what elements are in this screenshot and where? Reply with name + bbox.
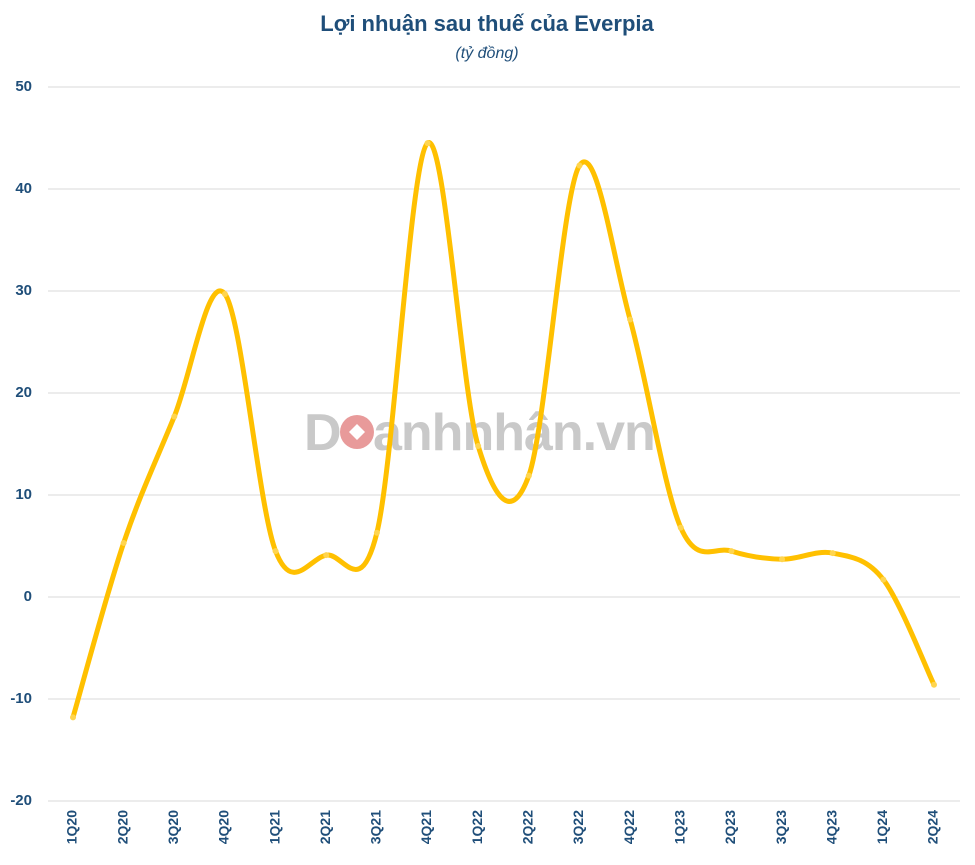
x-tick-label: 1Q21 <box>266 810 282 844</box>
x-tick-label: 2Q23 <box>722 810 738 844</box>
watermark-text-left: D <box>304 404 341 462</box>
data-point <box>373 529 380 536</box>
y-tick-label: -10 <box>10 690 32 707</box>
data-point <box>627 316 634 323</box>
data-point <box>272 548 279 555</box>
data-point <box>728 548 735 555</box>
data-point <box>323 552 330 559</box>
x-tick-label: 2Q20 <box>114 810 130 844</box>
x-tick-label: 4Q21 <box>418 810 434 844</box>
chart-subtitle: (tỷ đồng) <box>455 45 518 62</box>
x-tick-label: 1Q23 <box>671 810 687 844</box>
x-tick-label: 1Q22 <box>469 810 485 844</box>
data-point <box>779 556 786 563</box>
x-tick-label: 2Q21 <box>317 810 333 844</box>
y-tick-label: 20 <box>15 384 32 401</box>
data-point <box>171 413 178 420</box>
x-tick-label: 3Q23 <box>773 810 789 844</box>
data-point <box>829 550 836 557</box>
x-tick-label: 3Q20 <box>165 810 181 844</box>
data-point <box>120 539 127 546</box>
x-tick-label: 3Q21 <box>368 810 384 844</box>
x-axis: 1Q20 2Q20 3Q20 4Q20 1Q21 2Q21 3Q21 4Q21 1Q22 2Q22… <box>64 810 941 844</box>
data-point <box>70 714 76 721</box>
x-tick-label: 4Q20 <box>216 810 232 844</box>
y-tick-label: 30 <box>15 282 32 299</box>
y-tick-label: 50 <box>15 78 32 95</box>
watermark-diamond <box>349 424 365 440</box>
y-tick-label: 40 <box>15 180 32 197</box>
y-tick-label: -20 <box>10 792 32 809</box>
data-point <box>424 140 431 147</box>
watermark-text-right: anhnhân.vn <box>373 404 655 462</box>
watermark-logo: D anhnhân.vn <box>304 404 656 462</box>
y-tick-label: 10 <box>15 486 32 503</box>
x-tick-label: 3Q22 <box>570 810 586 844</box>
data-point <box>931 681 937 688</box>
x-tick-label: 1Q24 <box>874 810 890 844</box>
x-tick-label: 1Q20 <box>64 810 80 844</box>
y-tick-label: 0 <box>24 588 32 605</box>
x-tick-label: 4Q22 <box>621 810 637 844</box>
chart-title: Lợi nhuận sau thuế của Everpia <box>320 11 654 36</box>
data-point <box>576 162 583 169</box>
gridlines <box>48 86 960 802</box>
data-point <box>525 472 532 479</box>
data-point <box>880 576 887 583</box>
data-markers <box>70 140 937 721</box>
x-tick-label: 4Q23 <box>823 810 839 844</box>
x-tick-label: 2Q22 <box>520 810 536 844</box>
x-tick-label: 2Q24 <box>925 810 941 844</box>
data-point <box>677 524 684 531</box>
y-axis: 50 40 30 20 10 0 -10 -20 <box>10 78 32 809</box>
data-point <box>221 291 228 298</box>
data-point <box>475 443 482 450</box>
